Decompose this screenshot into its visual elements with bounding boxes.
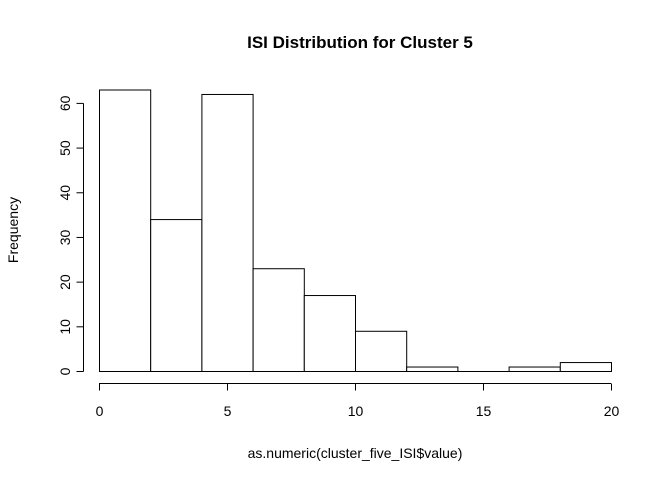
histogram-bar [406, 366, 459, 372]
x-tick-label: 5 [224, 403, 232, 419]
y-tick-label: 20 [57, 274, 73, 290]
y-axis: 0 10 20 30 40 50 60 [57, 95, 84, 375]
y-tick-label: 30 [57, 229, 73, 245]
histogram-bar [508, 366, 561, 372]
histogram-bar [559, 362, 612, 373]
y-tick-label: 0 [57, 367, 73, 375]
x-tick-label: 15 [476, 403, 492, 419]
x-tick-label: 0 [96, 403, 104, 419]
x-tick-label: 10 [348, 403, 364, 419]
y-tick-label: 40 [57, 185, 73, 201]
histogram-bar [252, 268, 305, 373]
y-tick-label: 50 [57, 140, 73, 156]
histogram-bar [99, 89, 152, 372]
y-tick-label: 10 [57, 319, 73, 335]
x-axis: 0 5 10 15 20 [96, 383, 620, 419]
y-tick-label: 60 [57, 95, 73, 111]
histogram-bar [303, 295, 356, 372]
x-axis-label: as.numeric(cluster_five_ISI$value) [248, 445, 463, 461]
x-tick-label: 20 [604, 403, 620, 419]
y-axis-label: Frequency [5, 197, 21, 263]
histogram-bar [201, 93, 254, 372]
histogram-bar [150, 219, 203, 372]
bars-group [99, 89, 612, 373]
chart-title: ISI Distribution for Cluster 5 [247, 33, 473, 52]
histogram-bar [355, 330, 408, 372]
